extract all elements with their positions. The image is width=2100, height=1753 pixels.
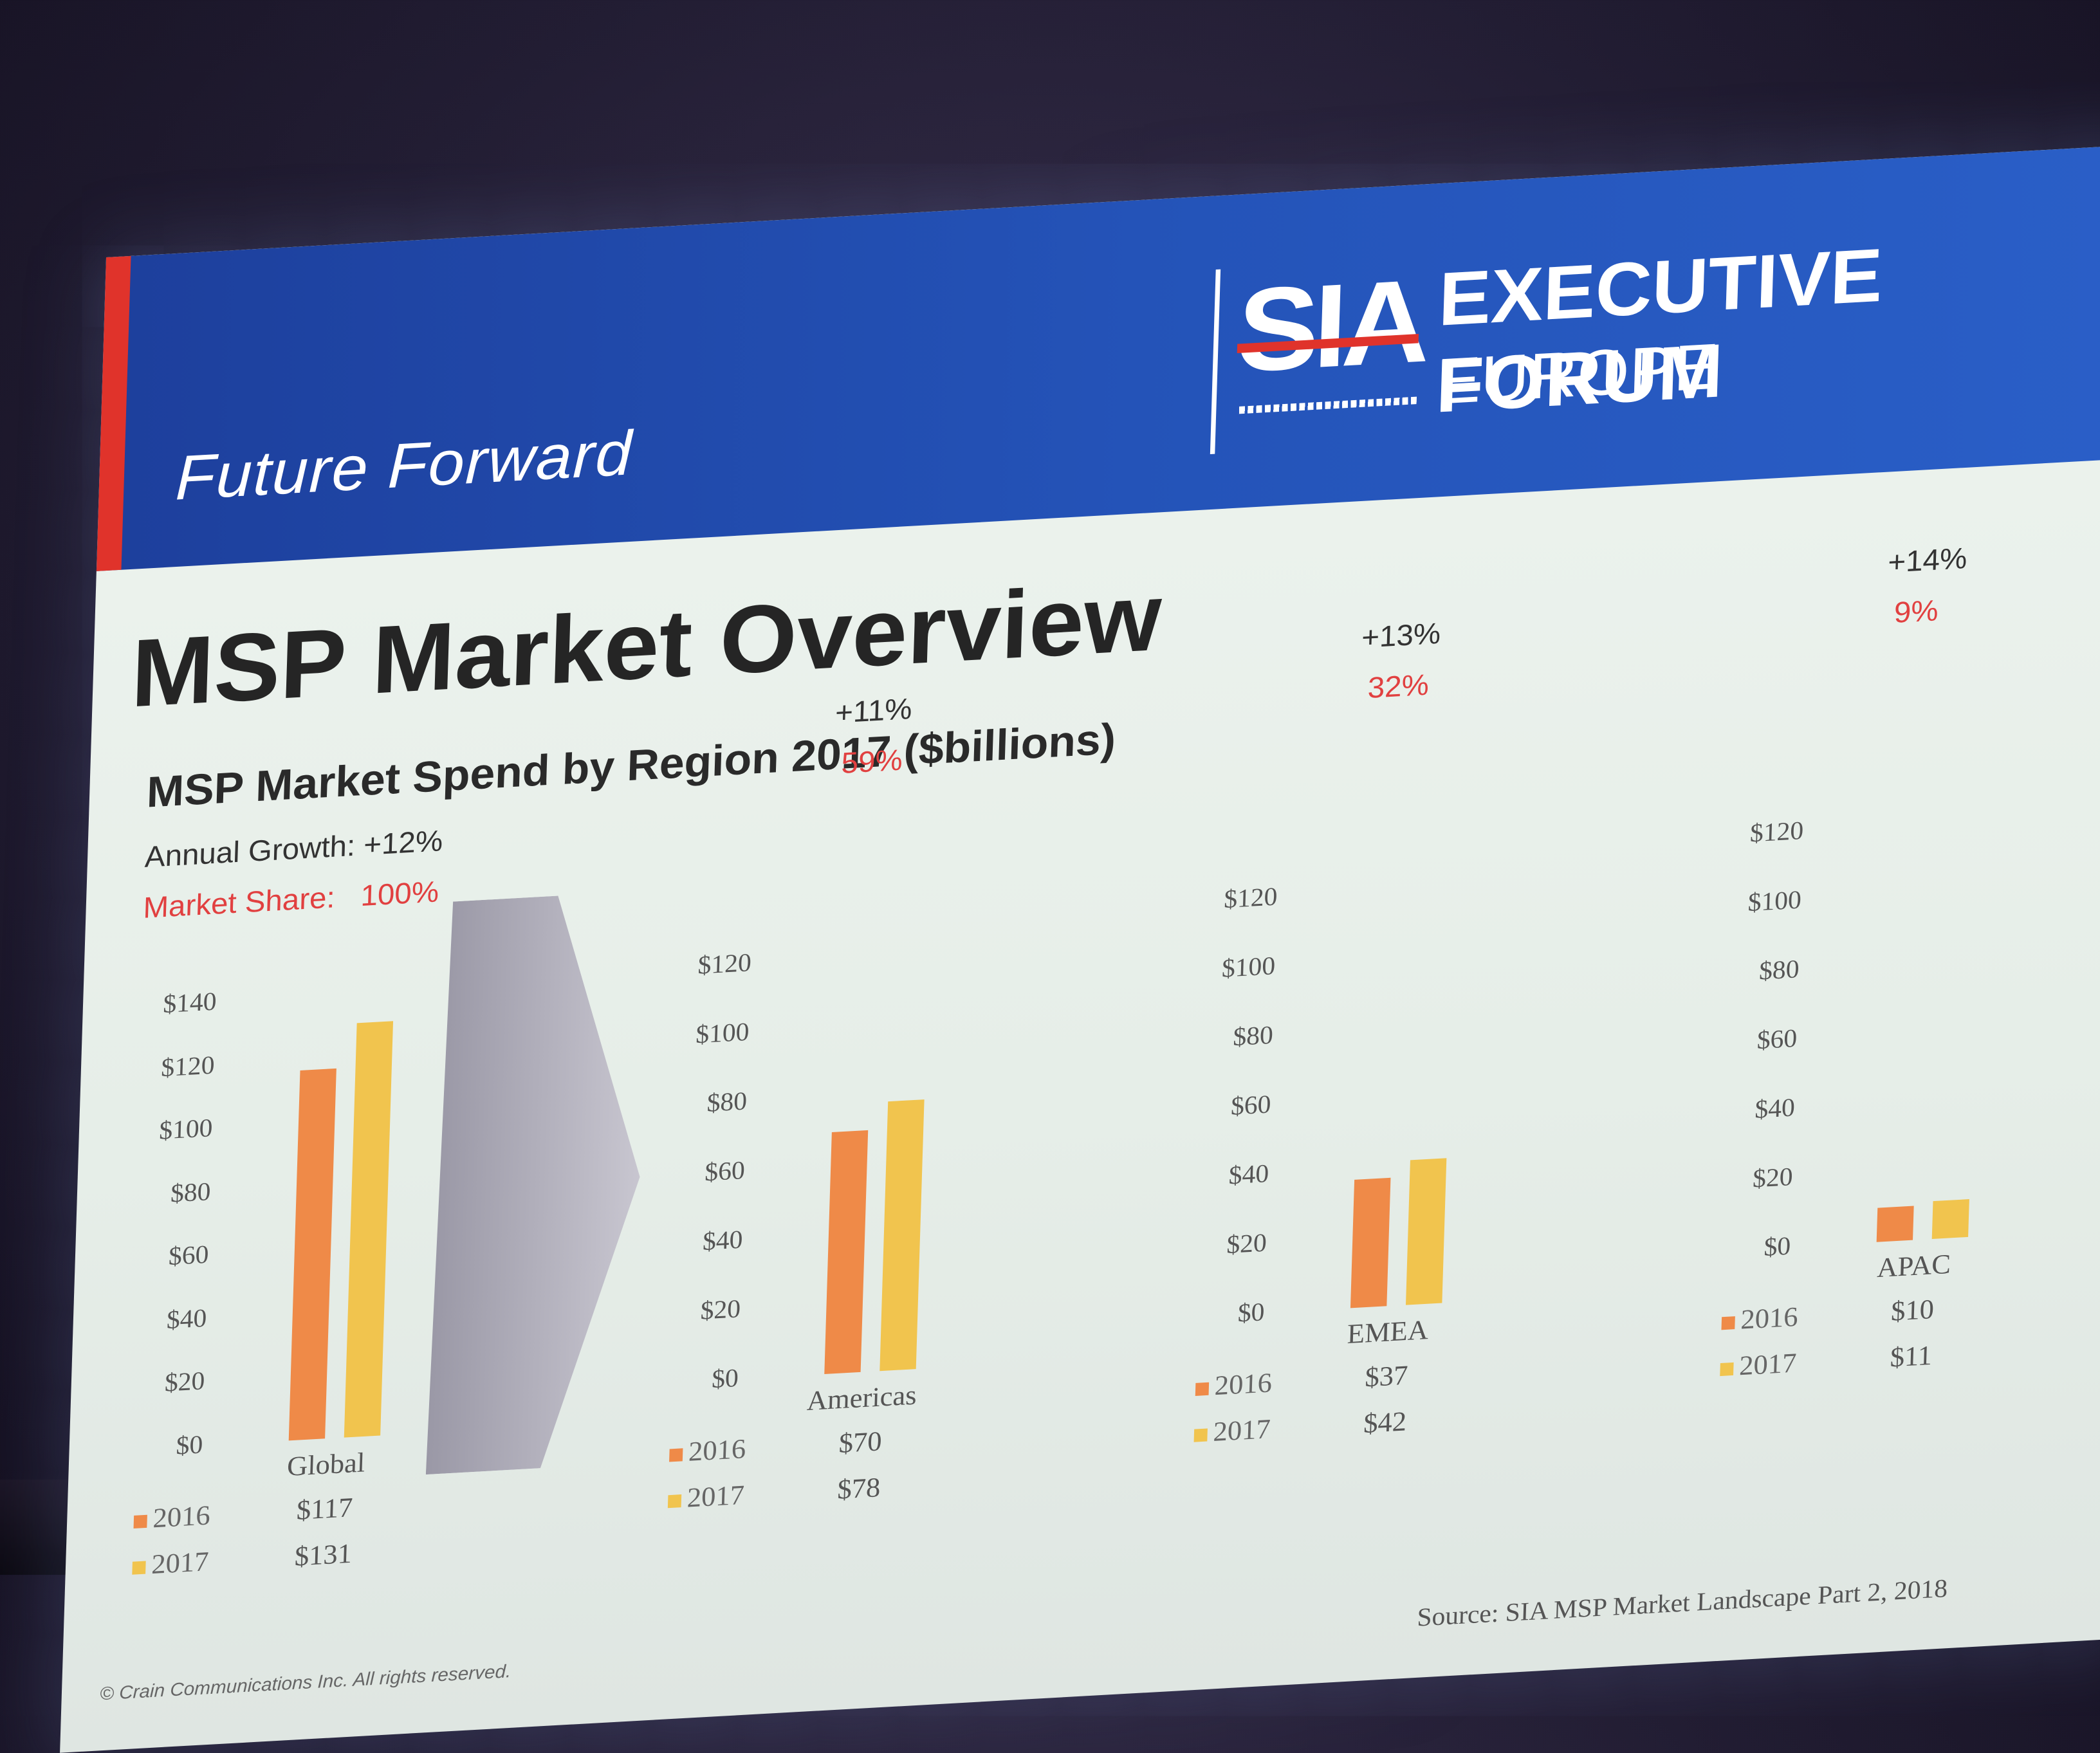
y-tick-label: $120 (160, 1051, 216, 1083)
y-tick-label: $100 (1747, 886, 1802, 918)
legend-entry-2016: 2016 (1195, 1368, 1273, 1403)
data-value-label: $78 (836, 1472, 881, 1505)
chevron-arrow-icon (425, 895, 640, 1475)
y-tick-label: $0 (711, 1364, 739, 1395)
y-tick-label: $0 (175, 1430, 203, 1461)
banner-tagline: Future Forward (174, 418, 634, 514)
global-growth-label: Annual Growth: +12% (144, 823, 443, 874)
data-value-label: $117 (296, 1492, 354, 1527)
data-value-label: $131 (294, 1538, 353, 1572)
legend-swatch (667, 1494, 682, 1509)
legend-entry-2016: 2016 (133, 1500, 210, 1536)
region-growth-label: +11% (834, 692, 913, 730)
data-value-label: $70 (838, 1426, 883, 1460)
y-tick-label: $40 (1754, 1093, 1796, 1124)
sia-logo: SIA (1234, 255, 1426, 453)
region-growth-label: +14% (1887, 541, 1968, 579)
sia-logo-subtext-mark (1239, 396, 1417, 414)
share-label-text: Market Share: (142, 880, 336, 924)
y-tick-label: $100 (695, 1018, 750, 1050)
y-tick-label: $40 (702, 1225, 744, 1257)
y-tick-label: $20 (1226, 1229, 1267, 1260)
region-growth-label: +13% (1361, 616, 1441, 654)
legend-entry-2017: 2017 (132, 1546, 209, 1582)
legend-label: 2016 (152, 1500, 211, 1534)
y-tick-label: $40 (166, 1304, 207, 1335)
region-share-label: 9% (1893, 593, 1939, 630)
bar-americas-2016 (824, 1130, 869, 1374)
legend-label: 2016 (688, 1433, 746, 1467)
y-tick-label: $0 (1763, 1232, 1791, 1262)
category-label: APAC (1876, 1249, 1951, 1284)
projection-screen: Future Forward SIA EXECUTIVE FORUM EUROP… (60, 143, 2100, 1753)
y-tick-label: $140 (162, 987, 217, 1020)
legend-swatch (133, 1514, 147, 1529)
y-tick-label: $80 (1758, 955, 1800, 986)
source-note: Source: SIA MSP Market Landscape Part 2,… (1416, 1574, 1948, 1633)
legend-entry-2017: 2017 (1720, 1348, 1797, 1383)
slide-banner: Future Forward SIA EXECUTIVE FORUM EUROP… (96, 143, 2100, 571)
copyright-notice: © Crain Communications Inc. All rights r… (99, 1661, 511, 1705)
legend-swatch (1721, 1316, 1735, 1330)
bar-global-2016 (288, 1068, 336, 1441)
y-tick-label: $20 (164, 1367, 205, 1399)
global-share-label: Market Share: 100% (143, 875, 439, 926)
y-tick-label: $60 (168, 1240, 210, 1272)
region-share-label: 59% (840, 743, 903, 780)
legend-label: 2017 (151, 1546, 210, 1581)
y-tick-label: $80 (170, 1177, 212, 1209)
y-tick-label: $0 (1237, 1298, 1266, 1328)
category-label: EMEA (1347, 1314, 1429, 1350)
region-share-label: 32% (1367, 668, 1430, 705)
banner-divider (1210, 269, 1221, 455)
legend-swatch (669, 1448, 683, 1462)
bar-apac-2016 (1876, 1205, 1914, 1242)
y-tick-label: $20 (1752, 1162, 1794, 1194)
bar-global-2017 (344, 1020, 394, 1438)
banner-red-accent (96, 255, 131, 571)
y-tick-label: $80 (706, 1087, 748, 1118)
legend-label: 2016 (1740, 1301, 1799, 1335)
legend-swatch (1193, 1428, 1208, 1442)
y-tick-label: $120 (1749, 816, 1804, 849)
slide-title: MSP Market Overview (129, 564, 1163, 728)
bar-emea-2017 (1405, 1157, 1447, 1305)
sia-logo-lettering: SIA (1235, 255, 1426, 398)
legend-entry-2016: 2016 (669, 1434, 746, 1469)
data-value-label: $10 (1890, 1294, 1935, 1327)
legend-swatch (132, 1561, 146, 1575)
bar-apac-2017 (1931, 1198, 1969, 1239)
bar-emea-2016 (1350, 1178, 1391, 1308)
y-tick-label: $40 (1228, 1159, 1269, 1191)
legend-swatch (1720, 1362, 1734, 1377)
legend-label: 2017 (686, 1480, 745, 1514)
y-tick-label: $120 (1223, 883, 1278, 915)
y-tick-label: $100 (1221, 951, 1276, 984)
legend-label: 2017 (1738, 1348, 1798, 1382)
y-tick-label: $80 (1232, 1021, 1274, 1052)
legend-entry-2016: 2016 (1721, 1301, 1798, 1337)
chart-subtitle: MSP Market Spend by Region 2017 ($billio… (145, 713, 1117, 816)
data-value-label: $11 (1890, 1340, 1933, 1373)
category-label: Americas (806, 1380, 917, 1417)
y-tick-label: $20 (700, 1294, 741, 1326)
data-value-label: $37 (1364, 1360, 1408, 1393)
y-tick-label: $60 (704, 1156, 746, 1188)
y-tick-label: $100 (158, 1114, 214, 1146)
category-label: Global (286, 1447, 366, 1483)
forum-title-line2: EUROPE (1435, 330, 1720, 418)
y-tick-label: $60 (1230, 1090, 1272, 1121)
bar-americas-2017 (880, 1099, 925, 1372)
share-label-value: 100% (360, 874, 439, 913)
legend-entry-2017: 2017 (667, 1480, 745, 1515)
data-value-label: $42 (1363, 1406, 1407, 1440)
legend-entry-2017: 2017 (1193, 1414, 1271, 1449)
y-tick-label: $60 (1756, 1024, 1798, 1056)
y-tick-label: $120 (697, 948, 752, 980)
legend-label: 2017 (1212, 1413, 1271, 1448)
legend-label: 2016 (1214, 1368, 1273, 1402)
legend-swatch (1195, 1382, 1210, 1397)
